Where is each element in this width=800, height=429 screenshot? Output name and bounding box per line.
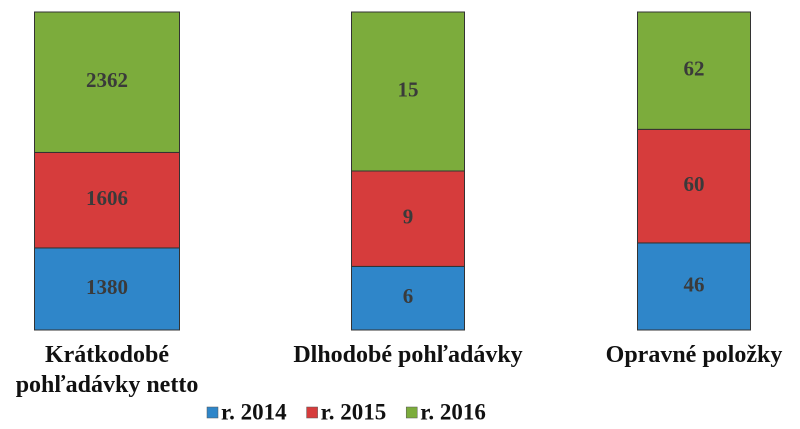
value-label: 46 <box>684 272 705 296</box>
bar-segment <box>637 242 751 331</box>
bar-segment <box>351 11 465 172</box>
x-tick-label: Opravné položky <box>605 342 783 368</box>
value-label: 1606 <box>86 186 128 210</box>
legend-swatch <box>206 406 219 419</box>
value-label: 6 <box>403 284 414 308</box>
value-label: 15 <box>398 77 419 101</box>
bar-segment <box>637 11 751 130</box>
value-label: 2362 <box>86 68 128 92</box>
value-label: 62 <box>684 56 705 80</box>
bar-segment <box>34 11 180 153</box>
bar-segment <box>637 128 751 244</box>
legend-swatch <box>405 406 418 419</box>
value-label: 1380 <box>86 275 128 299</box>
bar-segment <box>34 247 180 331</box>
value-label: 60 <box>684 172 705 196</box>
value-label: 9 <box>403 205 414 229</box>
legend-label: r. 2014 <box>221 399 287 424</box>
legend-label: r. 2015 <box>321 399 387 424</box>
x-tick-label: Dlhodobé pohľadávky <box>293 342 523 368</box>
legend-swatch <box>306 406 318 419</box>
bar-segment <box>351 265 465 331</box>
legend-label: r. 2016 <box>420 399 486 424</box>
x-tick-label: Krátkodobé pohľadávky netto <box>15 342 199 398</box>
